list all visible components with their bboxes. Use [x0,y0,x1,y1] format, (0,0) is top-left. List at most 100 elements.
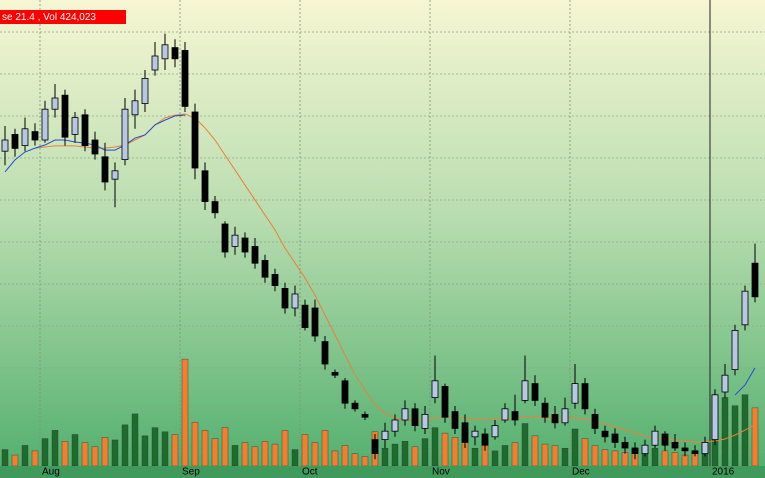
candle-body [11,133,19,149]
volume-bar [331,450,339,467]
volume-bar [341,445,349,467]
volume-bar [271,443,279,467]
candle-body [441,385,449,418]
candle-body [471,430,479,438]
candle-body [141,78,149,105]
candle-body [221,223,229,253]
candle-body [121,108,129,160]
candle-body [301,304,309,329]
candle-body [391,419,399,432]
candle-body [521,380,529,401]
volume-bar [351,453,359,467]
candle-body [611,433,619,443]
candle-body [511,411,519,421]
volume-bar [231,445,239,467]
candle-body [491,425,499,438]
candle-body [71,117,79,135]
volume-bar [511,442,519,467]
candle-body [561,408,569,424]
candle-body [231,234,239,247]
volume-bar [91,446,99,467]
volume-bar [661,450,669,467]
volume-bar [411,446,419,467]
candle-body [171,47,179,60]
volume-bar [601,449,609,467]
candle-body [681,447,689,452]
candle-body [451,411,459,429]
candle-body [271,273,279,286]
candle-body [281,287,289,309]
volume-bar [441,432,449,467]
volume-bar [51,430,59,467]
candle-body [21,128,29,147]
candle-body [711,394,719,440]
volume-bar [41,438,49,467]
volume-bar [471,447,479,467]
date-strip [0,466,765,478]
x-tick-label: Sep [182,467,200,478]
volume-bar [161,431,169,467]
volume-bar [281,430,289,467]
volume-bar [501,445,509,467]
candle-body [421,413,429,429]
volume-bar [531,435,539,467]
candle-body [671,441,679,449]
candle-body [61,94,69,138]
candle-body [31,131,39,141]
volume-bar [561,447,569,467]
volume-bar [201,430,209,467]
candle-body [41,108,49,141]
candle-body [311,307,319,337]
volume-bar [251,446,259,467]
candle-body [641,444,649,455]
volume-bar [551,445,559,467]
candle-body [111,170,119,180]
candle-body [181,50,189,107]
candle-body [241,237,249,253]
candle-body [501,408,509,421]
candle-body [151,55,159,71]
candle-body [381,430,389,441]
candle-body [251,245,259,264]
volume-bar [101,437,109,467]
candle-body [701,441,709,454]
volume-bar [31,450,39,467]
candle-body [291,293,299,309]
volume-bar [621,452,629,467]
volume-bar [591,445,599,467]
candle-body [51,97,59,110]
volume-bar [571,428,579,467]
candle-body [551,413,559,424]
candle-body [81,114,89,147]
volume-bar [301,434,309,467]
volume-bar [681,454,689,467]
volume-bar [361,456,369,467]
candle-body [691,450,699,454]
volume-bar [171,434,179,467]
volume-bar [671,452,679,467]
volume-bar [221,427,229,467]
volume-bar [381,447,389,467]
volume-bar [491,450,499,467]
candle-body [751,262,759,298]
volume-bar [401,441,409,467]
volume-bar [121,424,129,467]
candle-body [741,290,749,326]
x-tick-label: Aug [42,467,60,478]
volume-bar [291,449,299,467]
volume-bar [651,447,659,467]
candle-body [371,439,379,455]
candle-body [541,402,549,418]
candle-body [1,139,9,152]
volume-bar [311,442,319,467]
volume-bar [71,434,79,467]
volume-bar [261,441,269,467]
candle-body [211,201,219,214]
candle-body [531,383,539,401]
candle-body [101,156,109,183]
candle-body [651,430,659,446]
candle-body [591,413,599,429]
candle-body [481,433,489,446]
